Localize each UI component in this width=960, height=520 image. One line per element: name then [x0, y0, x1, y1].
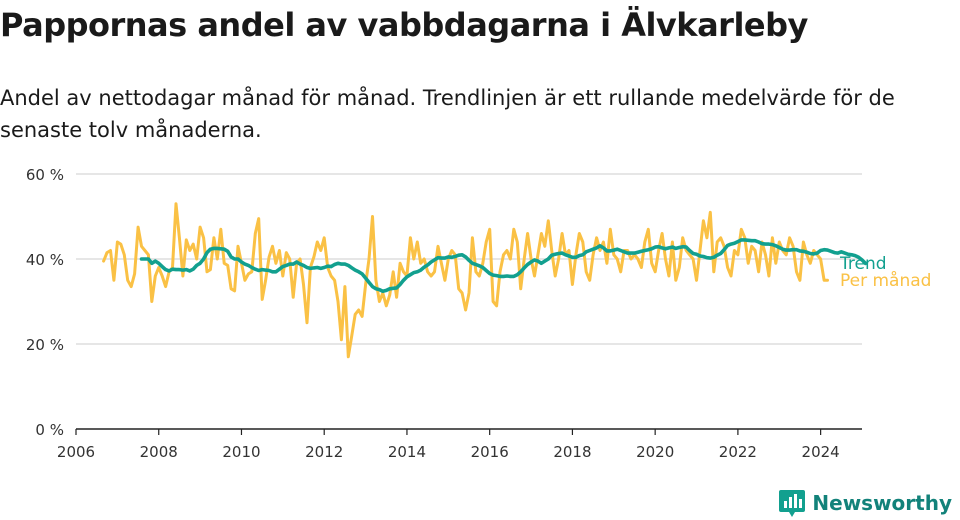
newsworthy-logo-icon — [779, 490, 806, 517]
x-tick-label: 2010 — [222, 443, 260, 461]
chart-title: Pappornas andel av vabbdagarna i Älvkarl… — [0, 6, 808, 44]
x-tick-label: 2018 — [553, 443, 591, 461]
x-tick-label: 2020 — [636, 443, 674, 461]
legend-label-trend: Trend — [839, 254, 887, 274]
x-tick-label: 2012 — [305, 443, 343, 461]
chart-subtitle: Andel av nettodagar månad för månad. Tre… — [0, 86, 895, 142]
x-tick-label: 2014 — [388, 443, 426, 461]
x-tick-label: 2024 — [802, 443, 840, 461]
x-tick-label: 2016 — [471, 443, 509, 461]
series-line-trend — [139, 238, 868, 294]
y-tick-label: 20 % — [26, 336, 64, 354]
y-tick-label: 0 % — [35, 421, 64, 439]
legend-label-per-manad: Per månad — [840, 270, 931, 291]
x-tick-label: 2008 — [140, 443, 178, 461]
y-tick-label: 60 % — [26, 166, 64, 184]
newsworthy-brand[interactable]: Newsworthy — [778, 488, 952, 518]
brand-name: Newsworthy — [812, 491, 952, 515]
x-tick-label: 2006 — [57, 443, 95, 461]
series-line-per-manad — [102, 202, 829, 359]
y-tick-label: 40 % — [26, 251, 64, 269]
x-tick-label: 2022 — [719, 443, 757, 461]
